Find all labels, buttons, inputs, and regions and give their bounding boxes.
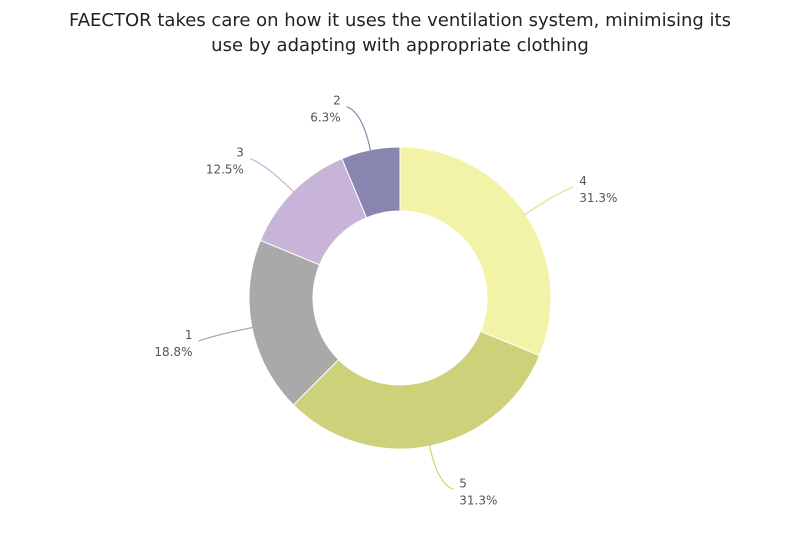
donut-slice-2 bbox=[341, 146, 401, 219]
slice-percent-4: 31.3% bbox=[579, 191, 617, 205]
slice-percent-2: 6.3% bbox=[310, 111, 341, 125]
label-connector-3 bbox=[249, 158, 295, 194]
slice-percent-3: 12.5% bbox=[206, 163, 244, 177]
label-connector-5 bbox=[428, 443, 454, 490]
chart-title-line-2: use by adapting with appropriate clothin… bbox=[211, 35, 589, 56]
slice-label-5: 5 bbox=[459, 476, 467, 490]
donut-slice-5 bbox=[292, 330, 541, 450]
donut-slice-4 bbox=[399, 146, 552, 357]
chart-title: FAECTOR takes care on how it uses the ve… bbox=[0, 8, 800, 58]
donut-slices bbox=[248, 146, 552, 450]
label-connector-4 bbox=[523, 186, 574, 216]
slice-percent-1: 18.8% bbox=[154, 345, 192, 359]
label-connector-1 bbox=[198, 326, 255, 342]
slice-label-4: 4 bbox=[579, 174, 587, 188]
slice-label-2: 2 bbox=[333, 94, 341, 108]
slice-label-1: 1 bbox=[185, 328, 193, 342]
label-connector-2 bbox=[346, 106, 372, 153]
slice-percent-5: 31.3% bbox=[459, 493, 497, 507]
slice-labels: 4 31.3% 5 31.3% 1 18.8% 3 12.5% 2 6.3% bbox=[154, 94, 617, 508]
slice-label-3: 3 bbox=[236, 146, 244, 160]
chart-title-line-1: FAECTOR takes care on how it uses the ve… bbox=[69, 10, 731, 31]
